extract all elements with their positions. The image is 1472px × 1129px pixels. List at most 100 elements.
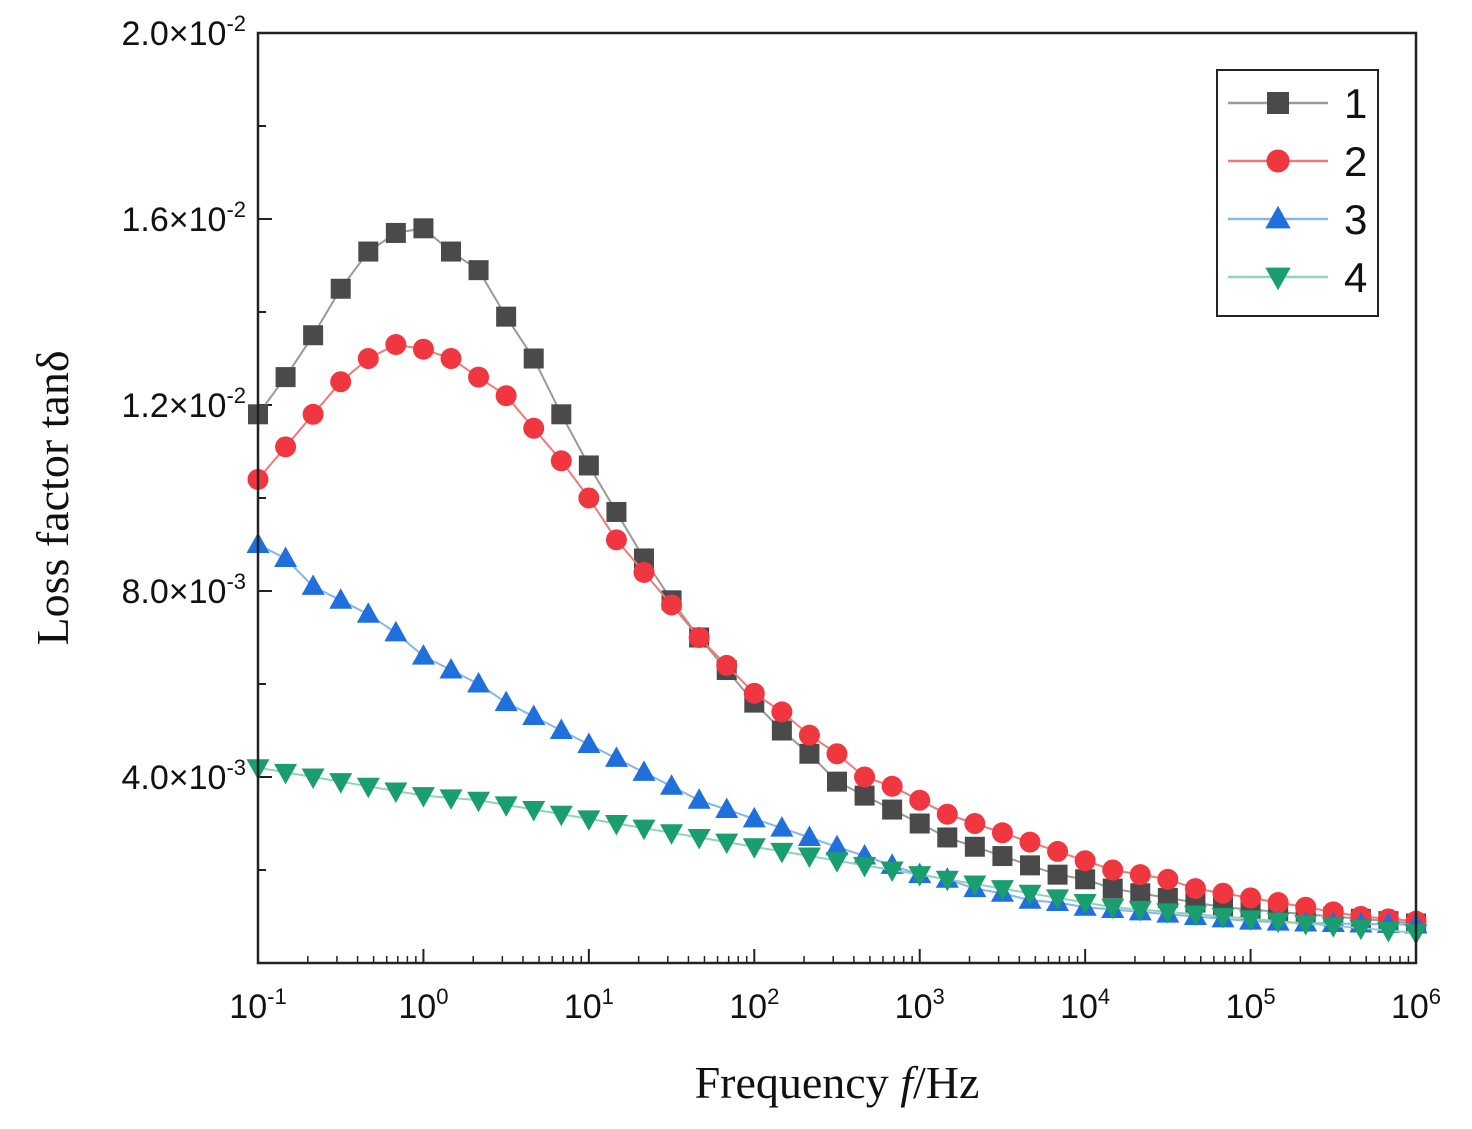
y-axis-ticks: 4.0×10-3 8.0×10-3 1.2×10-2 1.6×10-2 2.0×10-2 bbox=[121, 11, 272, 871]
series-4-point bbox=[1211, 908, 1235, 929]
series-4-point bbox=[467, 791, 491, 813]
series-1-point bbox=[441, 241, 462, 262]
legend-marker bbox=[1266, 149, 1290, 173]
series-4-point bbox=[1349, 919, 1373, 941]
series-2-point bbox=[330, 371, 352, 393]
series-4-point bbox=[356, 777, 380, 799]
series-2-point bbox=[991, 822, 1013, 844]
series-1-point bbox=[771, 720, 792, 741]
series-1-point bbox=[964, 836, 985, 857]
series-4-point bbox=[384, 782, 408, 803]
series-4-point bbox=[853, 856, 877, 878]
series-2-point bbox=[881, 775, 903, 797]
series-4-point bbox=[1266, 912, 1290, 934]
series-1-line bbox=[257, 227, 1417, 925]
series-layer bbox=[246, 218, 1428, 945]
series-2-point bbox=[578, 487, 600, 509]
series-4-point bbox=[1073, 894, 1097, 915]
series-2-point bbox=[1295, 896, 1317, 918]
series-4-point bbox=[1294, 914, 1318, 936]
series-3-point bbox=[577, 732, 601, 753]
series-4-point bbox=[1018, 884, 1042, 906]
legend-item: 1 bbox=[1228, 80, 1367, 127]
series-4-point bbox=[577, 810, 601, 831]
legend-label: 3 bbox=[1344, 196, 1367, 243]
series-3-point bbox=[604, 746, 628, 767]
series-1-point bbox=[909, 813, 930, 834]
legend-marker bbox=[1265, 205, 1291, 229]
series-4-point bbox=[715, 833, 739, 855]
series-4-point bbox=[411, 787, 435, 808]
x-tick-label: 105 bbox=[1226, 984, 1276, 1026]
series-2-point bbox=[661, 594, 683, 616]
series-4-point bbox=[935, 870, 959, 892]
series-1-point bbox=[303, 325, 324, 346]
series-4-point bbox=[1321, 917, 1345, 938]
legend-item: 2 bbox=[1228, 138, 1367, 185]
series-4-point bbox=[990, 880, 1014, 901]
series-2-point bbox=[275, 436, 297, 458]
series-4-point bbox=[742, 838, 766, 859]
series-1-point bbox=[275, 367, 296, 388]
series-2-point bbox=[936, 803, 958, 825]
series-4-point bbox=[1156, 903, 1180, 924]
series-3-point bbox=[384, 620, 408, 642]
series-2-point bbox=[633, 561, 655, 583]
series-2-point bbox=[716, 654, 738, 676]
series-2-point bbox=[605, 529, 627, 551]
x-tick-label: 102 bbox=[729, 984, 779, 1026]
series-2 bbox=[247, 334, 1427, 932]
series-1-point bbox=[937, 827, 958, 848]
series-1-point bbox=[799, 743, 820, 764]
legend-item: 3 bbox=[1228, 196, 1367, 243]
series-3-point bbox=[274, 546, 298, 567]
series-4-point bbox=[963, 875, 987, 896]
legend-marker bbox=[1267, 92, 1289, 114]
x-axis-ticks: 10-1 100 101 102 103 104 105 106 bbox=[229, 949, 1441, 1026]
series-1-point bbox=[385, 222, 406, 243]
plot-frame bbox=[256, 31, 1418, 965]
series-3-point bbox=[411, 644, 435, 665]
x-tick-label: 101 bbox=[564, 984, 614, 1026]
series-2-point bbox=[1019, 831, 1041, 853]
series-2-point bbox=[1184, 878, 1206, 900]
series-3-point bbox=[356, 602, 380, 623]
series-3-point bbox=[797, 825, 821, 846]
x-tick-label: 10-1 bbox=[229, 984, 286, 1026]
series-4-point bbox=[908, 866, 932, 887]
series-2-point bbox=[550, 450, 572, 472]
series-3-point bbox=[549, 718, 573, 739]
x-tick-label: 103 bbox=[895, 984, 945, 1026]
series-2-point bbox=[302, 403, 324, 425]
series-4-point bbox=[880, 861, 904, 882]
series-2-point bbox=[826, 743, 848, 765]
x-axis-title-prefix: Frequency bbox=[695, 1057, 901, 1108]
y-tick-label: 8.0×10-3 bbox=[121, 569, 246, 611]
series-3-point bbox=[687, 788, 711, 809]
series-4-point bbox=[770, 842, 794, 864]
series-4-point bbox=[1376, 921, 1400, 943]
series-2-point bbox=[1267, 892, 1289, 914]
series-3-point bbox=[770, 816, 794, 837]
y-tick-label: 1.6×10-2 bbox=[121, 197, 246, 239]
series-1-point bbox=[1075, 869, 1096, 890]
series-2-point bbox=[1129, 864, 1151, 886]
legend-label: 4 bbox=[1344, 254, 1367, 301]
series-4 bbox=[246, 759, 1428, 945]
series-2-point bbox=[440, 348, 462, 369]
series-2-line bbox=[257, 343, 1417, 923]
x-axis-title-suffix: /Hz bbox=[913, 1057, 979, 1108]
series-3-point bbox=[715, 797, 739, 819]
series-2-point bbox=[412, 338, 434, 360]
series-1-point bbox=[523, 348, 544, 369]
series-1-point bbox=[854, 785, 875, 806]
y-tick-label: 1.2×10-2 bbox=[121, 383, 246, 425]
series-4-point bbox=[1128, 901, 1152, 922]
series-1-point bbox=[496, 306, 517, 327]
series-4-point bbox=[1101, 898, 1125, 920]
series-2-point bbox=[385, 334, 407, 356]
series-3-point bbox=[522, 704, 546, 726]
series-2-point bbox=[468, 366, 490, 388]
series-3-point bbox=[467, 672, 491, 693]
